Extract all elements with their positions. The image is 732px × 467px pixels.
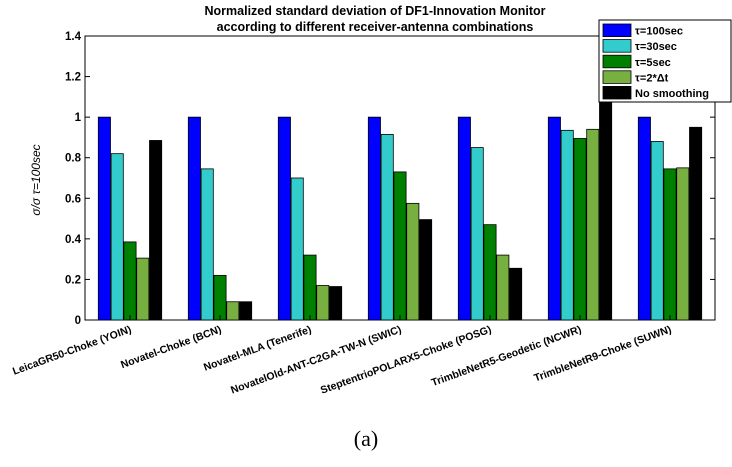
- bar: [599, 97, 613, 321]
- x-tick-label: TrimbleNetR5-Geodetic (NCWR): [430, 324, 583, 390]
- chart-title-line-1: Normalized standard deviation of DF1-Inn…: [205, 4, 546, 18]
- legend-swatch: [602, 86, 632, 100]
- bar: [393, 171, 407, 321]
- y-tick-label: 0.4: [65, 234, 82, 246]
- y-tick-label: 1: [75, 112, 82, 124]
- legend-swatch: [602, 70, 632, 84]
- bar: [496, 254, 510, 321]
- bar: [676, 167, 690, 321]
- bar: [277, 116, 291, 321]
- bar: [380, 133, 394, 321]
- bar: [470, 147, 484, 321]
- bar: [509, 267, 523, 321]
- bar: [689, 126, 703, 321]
- y-axis: 0 0.2 0.4 0.6 0.8 1 1.2 1.4: [65, 31, 715, 327]
- x-tick-label: NovatelOld-ANT-C2GA-TW-N (SWIC): [229, 324, 403, 397]
- bar: [290, 177, 304, 321]
- bar: [547, 116, 561, 321]
- bar-chart: Normalized standard deviation of DF1-Inn…: [11, 4, 732, 397]
- bar: [226, 301, 240, 321]
- bar: [123, 241, 137, 321]
- legend-swatch: [602, 54, 632, 69]
- bar: [586, 128, 600, 321]
- legend-label: τ=5sec: [635, 57, 671, 69]
- x-tick-label: SteptentrioPOLARX5-Choke (POSG): [319, 324, 493, 397]
- legend: τ=100sec τ=30sec τ=5sec τ=2*Δt No smoothing: [598, 19, 732, 103]
- bar: [239, 301, 253, 321]
- bar: [573, 138, 587, 321]
- legend-label: τ=100sec: [635, 26, 683, 38]
- y-tick-label: 0.2: [65, 274, 81, 286]
- y-axis-label: σ/σ τ=100sec: [29, 144, 43, 215]
- bar: [316, 285, 330, 321]
- bar: [560, 129, 574, 321]
- x-tick-label: LeicaGR50-Choke (YOIN): [11, 324, 133, 378]
- y-tick-label: 1.4: [65, 31, 82, 43]
- legend-label: τ=2*Δt: [635, 72, 669, 84]
- legend-swatch: [602, 23, 632, 38]
- legend-label: No smoothing: [635, 88, 709, 100]
- bar: [329, 286, 343, 321]
- bar: [200, 168, 214, 321]
- y-tick-label: 1.2: [65, 72, 81, 84]
- bar: [213, 274, 227, 321]
- bar: [637, 116, 651, 321]
- figure-caption: (a): [353, 426, 379, 451]
- bar: [187, 116, 201, 321]
- bar: [663, 168, 677, 321]
- bar: [419, 219, 433, 321]
- y-tick-label: 0.6: [65, 193, 81, 205]
- bars: [97, 97, 703, 321]
- bar: [136, 257, 150, 321]
- legend-label: τ=30sec: [635, 41, 677, 53]
- bar: [303, 254, 317, 321]
- bar: [97, 116, 111, 321]
- bar: [650, 141, 664, 321]
- bar: [110, 153, 124, 321]
- y-tick-label: 0: [75, 315, 81, 327]
- bar: [149, 140, 163, 321]
- bar: [483, 224, 497, 321]
- chart-title-line-2: according to different receiver-antenna …: [217, 20, 534, 34]
- bar: [457, 116, 471, 321]
- legend-swatch: [602, 39, 632, 53]
- bar: [406, 202, 420, 321]
- bar: [367, 116, 381, 321]
- y-tick-label: 0.8: [65, 153, 82, 165]
- x-axis-labels: LeicaGR50-Choke (YOIN)Novatel-Choke (BCN…: [11, 315, 673, 397]
